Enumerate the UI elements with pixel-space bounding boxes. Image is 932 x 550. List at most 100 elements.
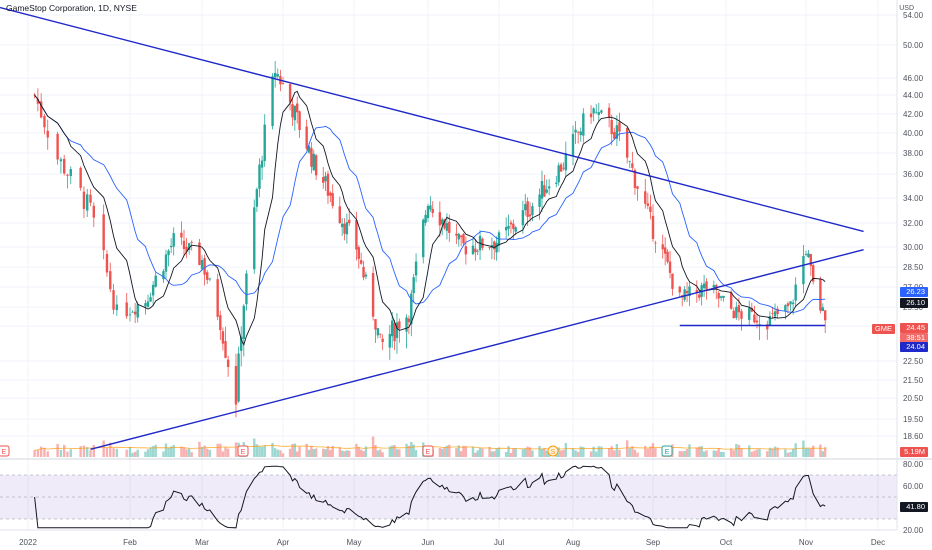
event-marker[interactable]: S (547, 445, 559, 457)
svg-text:E: E (241, 449, 246, 456)
candle-body (597, 112, 601, 115)
candle-body (190, 242, 193, 243)
volume-bar (750, 451, 754, 457)
candle-body (288, 83, 292, 103)
candle-body (412, 277, 415, 294)
candle-body (564, 153, 568, 171)
candle-body (200, 260, 204, 269)
candle-body (559, 164, 563, 172)
candle-body (557, 165, 560, 183)
candle-body (717, 292, 720, 299)
volume-bar (224, 447, 227, 457)
candle-body (683, 289, 686, 300)
event-marker[interactable]: E (237, 445, 249, 457)
price-axis[interactable]: 54.00 50.00 46.00 44.00 42.00 40.00 38.00 36.00… (903, 11, 924, 441)
candle-body (426, 205, 430, 219)
volume-bar (226, 448, 230, 457)
candle-body (812, 265, 815, 282)
volume-bar (390, 445, 394, 457)
volume-bar (559, 450, 563, 457)
volume-bar (359, 449, 363, 457)
candle-body (685, 290, 689, 294)
candle-body (625, 127, 629, 158)
candle-body (224, 341, 227, 358)
time-tick-label: Feb (123, 538, 137, 547)
volume-bar (345, 450, 349, 457)
volume-bar (144, 451, 147, 457)
event-marker[interactable]: E (422, 445, 434, 457)
candle-body (579, 131, 582, 136)
volume-bar (821, 451, 824, 457)
candle-body (221, 331, 225, 344)
svg-text:S: S (551, 449, 556, 456)
volume-bar (388, 446, 392, 457)
candle-body (695, 289, 698, 293)
volume-bar (146, 449, 150, 457)
volume-bar (809, 448, 812, 457)
candle-body (115, 304, 119, 311)
candle-body (62, 158, 66, 174)
volume-bar (717, 448, 720, 457)
event-marker[interactable]: E (661, 445, 673, 457)
volume-bar (393, 445, 396, 457)
volume-bar (715, 450, 718, 457)
candle-body (407, 318, 411, 323)
candle-body (555, 182, 558, 184)
time-axis[interactable]: 2022 Feb Mar Apr May Jun Jul Aug Sep Oct Nov Dec (19, 538, 885, 547)
volume-bar (310, 445, 313, 457)
candle-body (374, 319, 377, 330)
candle-body (574, 129, 577, 133)
event-marker[interactable]: E (0, 445, 10, 457)
candle-body (595, 111, 598, 113)
symbol-tag: GME (871, 324, 895, 334)
volume-bar (187, 448, 191, 457)
candle-body (348, 219, 351, 224)
candle-body (362, 266, 365, 278)
volume-bar (488, 446, 491, 457)
candle-body (476, 250, 479, 252)
volume-bar (185, 449, 188, 457)
candle-body (589, 113, 593, 118)
volume-bar (712, 450, 716, 457)
candle-body (791, 302, 795, 305)
candle-body (128, 314, 132, 316)
volume-bar (688, 444, 691, 457)
candle-body (773, 311, 777, 317)
volume-bar (115, 448, 119, 457)
volume-bar (582, 446, 585, 457)
volume-bar (371, 436, 375, 457)
volume-bar (364, 446, 368, 457)
candle-body (291, 104, 294, 118)
candle-body (312, 153, 315, 171)
time-tick-label: Aug (566, 538, 580, 547)
price-tick-label: 50.00 (903, 41, 924, 50)
volume-bar (462, 445, 465, 457)
volume-bar (324, 449, 327, 457)
candle-body (592, 108, 595, 114)
trendlines[interactable] (0, 6, 864, 450)
candle-body (464, 246, 468, 255)
volume-bar (685, 449, 689, 457)
trendline-descending-resistance[interactable] (0, 6, 864, 233)
candle-body (296, 103, 299, 113)
volume-bar (180, 446, 183, 457)
candle-body (390, 320, 394, 337)
candle-body (809, 254, 812, 266)
volume-bar (258, 445, 261, 457)
volume-tag: 5.19M (900, 447, 928, 457)
trendline-ascending-support[interactable] (90, 248, 864, 450)
candle-body (776, 308, 779, 315)
volume-bar (625, 440, 629, 457)
rsi-value-tag: 41.80 (900, 502, 928, 512)
volume-bar (39, 446, 43, 457)
volume-bar (504, 452, 508, 457)
candle-body (457, 233, 460, 240)
volume-bar (263, 445, 266, 457)
candle-body (66, 174, 69, 176)
candle-body (393, 322, 396, 342)
volume-bar (125, 449, 128, 457)
volume-bar (208, 449, 212, 457)
